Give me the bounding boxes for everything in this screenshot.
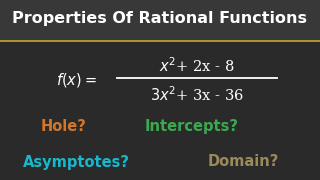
Text: Domain?: Domain? xyxy=(207,154,279,170)
Text: Properties Of Rational Functions: Properties Of Rational Functions xyxy=(12,11,308,26)
Text: $x^2$+ 2x - 8: $x^2$+ 2x - 8 xyxy=(159,56,235,75)
Text: $3x^2$+ 3x - 36: $3x^2$+ 3x - 36 xyxy=(150,85,244,104)
Text: Hole?: Hole? xyxy=(41,119,87,134)
Text: Intercepts?: Intercepts? xyxy=(145,119,239,134)
FancyBboxPatch shape xyxy=(0,0,320,40)
Text: Asymptotes?: Asymptotes? xyxy=(23,154,130,170)
Text: $f(x) =$: $f(x) =$ xyxy=(56,71,97,89)
